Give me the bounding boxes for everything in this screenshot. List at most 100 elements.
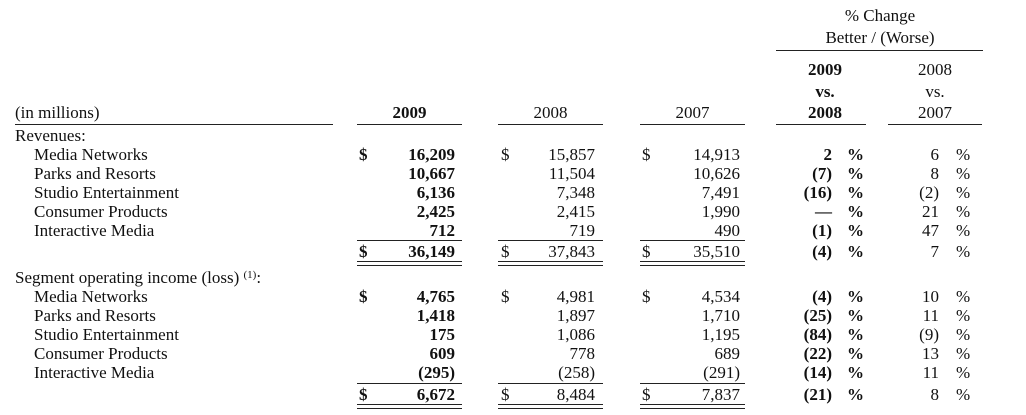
subtotal-rule [357,383,462,384]
value-2009: 609 [429,344,456,363]
change-2008-vs-2007: 8 [930,164,940,183]
total-2008: 37,843 [548,242,595,261]
cmp2-line3: 2007 [918,103,952,122]
dollar-sign: $ [501,145,510,164]
change-2009-vs-2008: 2 [823,145,833,164]
value-2009: (295) [418,363,455,382]
subtotal-rule [498,383,603,384]
value-2009: 175 [429,325,456,344]
dollar-sign: $ [501,385,510,404]
dollar-sign: $ [642,287,651,306]
total-change-2009-vs-2008: (4) [812,242,832,261]
percent-sign: % [956,287,971,306]
change-2009-vs-2008: (14) [803,363,832,382]
change-2008-vs-2007: (2) [919,183,939,202]
total-double-rule [640,261,745,266]
dollar-sign: $ [359,145,368,164]
value-2008: 15,857 [548,145,595,164]
change-2008-vs-2007: 11 [922,363,939,382]
percent-sign: % [847,164,864,183]
value-2009: 6,136 [416,183,455,202]
value-2008: 1,086 [556,325,595,344]
col-header-2009: 2009 [392,103,427,122]
dollar-sign: $ [501,242,510,261]
value-2008: 719 [569,221,596,240]
header-rule-label [15,124,333,125]
cmp1-line1: 2009 [808,60,842,79]
row-label: Media Networks [34,287,148,306]
subtotal-rule [640,383,745,384]
change-2008-vs-2007: 21 [922,202,939,221]
change-2009-vs-2008: (1) [812,221,832,240]
value-2008: (258) [558,363,595,382]
total-2007: 35,510 [693,242,740,261]
cmp2-line2: vs. [925,82,945,101]
percent-sign: % [847,183,864,202]
percent-sign: % [956,164,971,183]
value-2009: 16,209 [408,145,455,164]
value-2008: 4,981 [556,287,595,306]
header-rule-cmp2 [888,124,982,125]
value-2007: 1,195 [701,325,740,344]
percent-sign: % [847,306,864,325]
header-rule-2009 [357,124,462,125]
percent-sign: % [956,325,971,344]
row-label: Consumer Products [34,344,168,363]
value-2007: 1,990 [701,202,740,221]
percent-sign: % [847,325,864,344]
segment-income-label-text: Segment operating income (loss) [15,268,240,287]
subtotal-rule [640,240,745,241]
dollar-sign: $ [501,287,510,306]
segment-income-section-label: Segment operating income (loss) (1): [15,268,261,287]
header-rule-pct-change [776,50,983,51]
row-label: Studio Entertainment [34,183,179,202]
header-rule-cmp1 [776,124,866,125]
total-2007: 7,837 [701,385,740,404]
value-2007: 689 [714,344,741,363]
total-2008: 8,484 [556,385,595,404]
row-label: Interactive Media [34,221,155,240]
total-double-rule [357,404,462,409]
percent-sign: % [956,145,971,164]
subtotal-rule [357,240,462,241]
dollar-sign: $ [642,242,651,261]
value-2008: 1,897 [556,306,595,325]
total-change-2008-vs-2007: 8 [930,385,940,404]
row-label: Parks and Resorts [34,306,156,325]
dollar-sign: $ [359,287,368,306]
total-change-2008-vs-2007: 7 [930,242,940,261]
change-2009-vs-2008: (84) [803,325,832,344]
total-double-rule [498,404,603,409]
total-2009: 6,672 [416,385,455,404]
percent-sign: % [847,363,864,382]
cmp2-line1: 2008 [918,60,952,79]
change-2008-vs-2007: 47 [922,221,939,240]
change-2009-vs-2008: (25) [803,306,832,325]
change-2009-vs-2008: (7) [812,164,832,183]
change-2009-vs-2008: (22) [803,344,832,363]
pct-change-subheading: Better / (Worse) [825,28,935,47]
value-2009: 712 [429,221,456,240]
percent-sign: % [847,145,864,164]
total-double-rule [357,261,462,266]
dollar-sign: $ [359,385,368,404]
total-double-rule [640,404,745,409]
value-2008: 2,415 [556,202,595,221]
value-2007: 7,491 [701,183,740,202]
pct-change-heading: % Change [844,6,916,25]
percent-sign: % [847,202,864,221]
dollar-sign: $ [642,385,651,404]
value-2008: 778 [569,344,596,363]
cmp1-line2: vs. [815,82,835,101]
value-2009: 10,667 [408,164,455,183]
dollar-sign: $ [359,242,368,261]
subtotal-rule [498,240,603,241]
value-2008: 11,504 [548,164,595,183]
segment-income-colon: : [256,268,262,287]
percent-sign: % [956,242,971,261]
percent-sign: % [847,385,864,404]
value-2009: 4,765 [416,287,455,306]
percent-sign: % [956,344,971,363]
percent-sign: % [847,344,864,363]
col-header-2007: 2007 [675,103,710,122]
